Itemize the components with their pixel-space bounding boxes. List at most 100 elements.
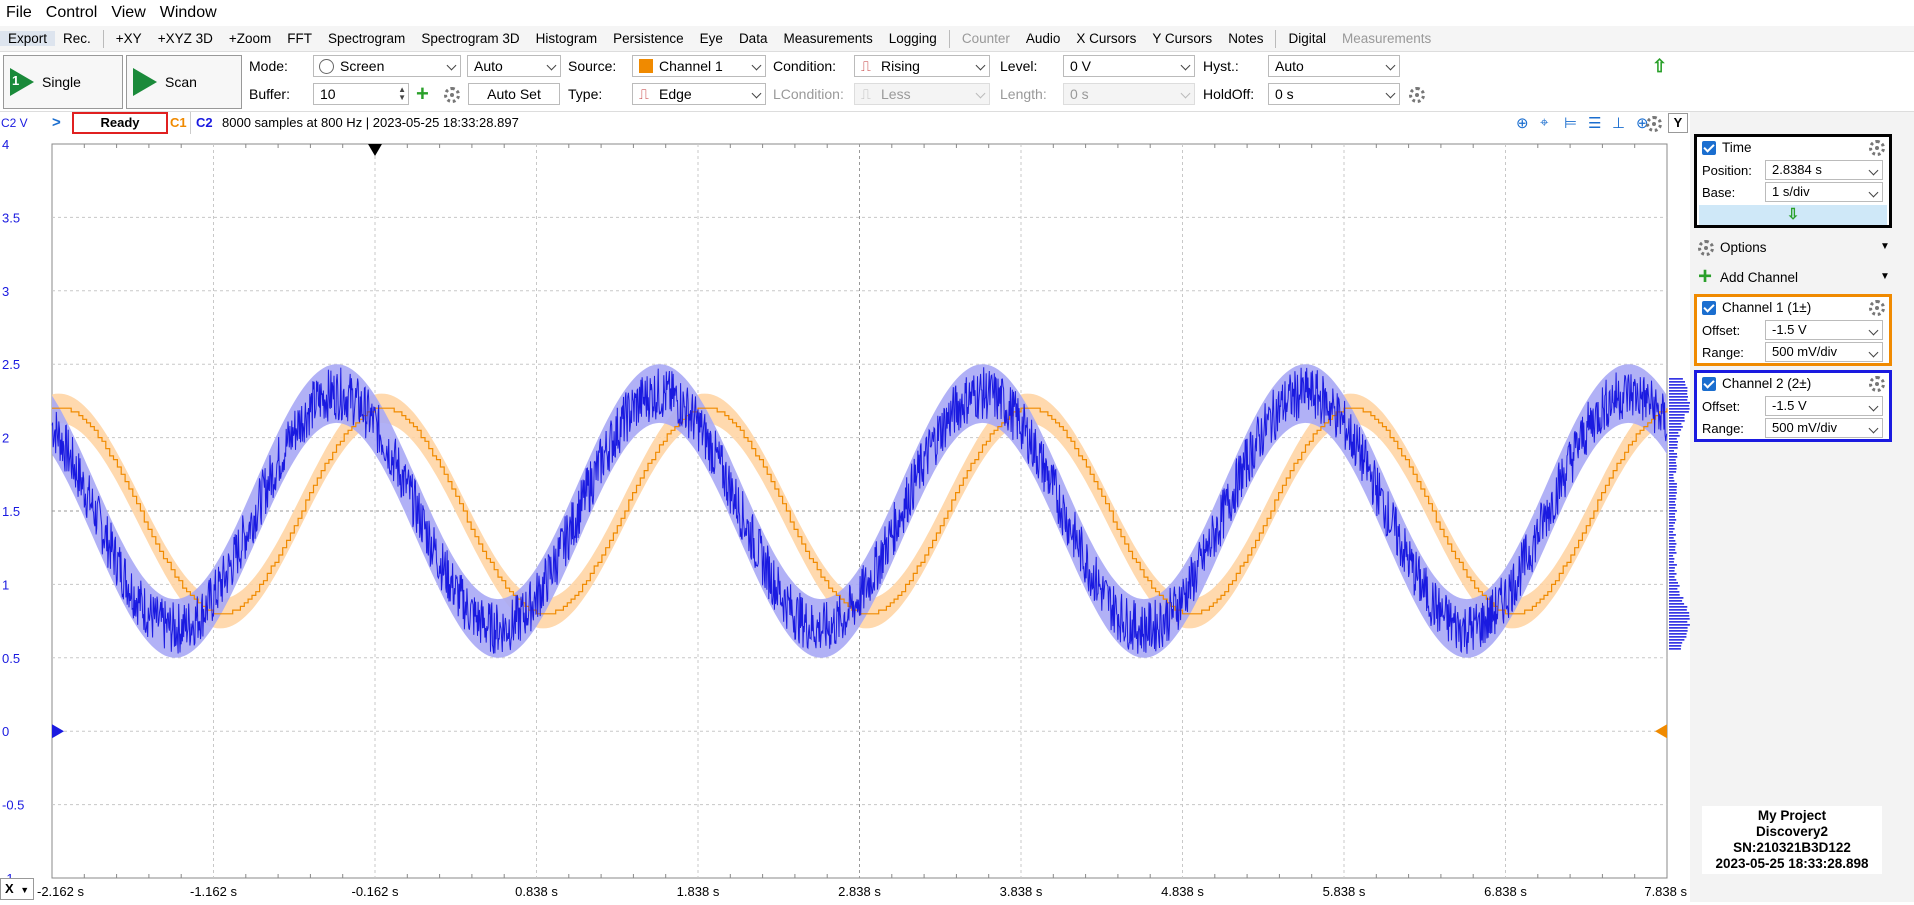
- holdoff-select[interactable]: 0 s: [1268, 83, 1400, 105]
- align-icon[interactable]: ⊨: [1564, 115, 1578, 132]
- options-row[interactable]: Options ▼: [1694, 236, 1892, 260]
- y-axis-button[interactable]: Y: [1668, 113, 1688, 133]
- hyst-select[interactable]: Auto: [1268, 55, 1400, 77]
- scope-plot[interactable]: 43.532.521.510.50-0.5-1 -2.162 s-1.162 s…: [0, 134, 1691, 902]
- plot-traces: [51, 364, 1668, 658]
- length-label: Length:: [1000, 86, 1047, 102]
- channel1-range-select[interactable]: 500 mV/div: [1765, 342, 1883, 362]
- x-tick-label: 2.838 s: [838, 884, 881, 899]
- position-select[interactable]: 2.8384 s: [1765, 160, 1883, 180]
- channel1-offset-select[interactable]: -1.5 V: [1765, 320, 1883, 340]
- add-channel-button[interactable]: + Add Channel ▼: [1694, 263, 1892, 290]
- tab-data[interactable]: Data: [738, 31, 768, 46]
- condition-select[interactable]: ⎍ Rising: [854, 55, 990, 77]
- tab-eye[interactable]: Eye: [699, 31, 723, 46]
- y-tick-label: 0.5: [2, 651, 20, 666]
- x-tick-label: 3.838 s: [1000, 884, 1043, 899]
- tab-logging[interactable]: Logging: [888, 31, 937, 46]
- time-collapse-button[interactable]: ⇩: [1699, 205, 1887, 225]
- level-select[interactable]: 0 V: [1063, 55, 1195, 77]
- tab-measurements[interactable]: Measurements: [783, 31, 873, 46]
- channel2-offset-select[interactable]: -1.5 V: [1765, 396, 1883, 416]
- mode-select[interactable]: Screen: [313, 55, 461, 77]
- auto-select[interactable]: Auto: [467, 55, 561, 77]
- channel2-settings-gear-icon[interactable]: [1869, 376, 1885, 392]
- tab-histogram[interactable]: Histogram: [535, 31, 598, 46]
- channel1-checkbox[interactable]: [1702, 301, 1716, 315]
- y-tick-label: 1.5: [2, 504, 20, 519]
- menu-control[interactable]: Control: [45, 4, 98, 21]
- add-buffer-icon[interactable]: +: [416, 81, 429, 106]
- tab-digital[interactable]: Digital: [1288, 31, 1326, 46]
- tab-spectrogram[interactable]: Spectrogram: [328, 31, 406, 46]
- scan-button[interactable]: Scan: [126, 55, 242, 109]
- add-channel-plus-icon: +: [1698, 263, 1713, 290]
- single-button[interactable]: 1 Single: [3, 55, 123, 109]
- c2-toggle[interactable]: C2: [196, 115, 213, 130]
- tab-export[interactable]: Export: [0, 31, 56, 46]
- y-tick-label: -0.5: [2, 798, 24, 813]
- x-axis-button[interactable]: X ▼: [0, 878, 34, 900]
- menu-window[interactable]: Window: [159, 4, 217, 21]
- cursor-icon[interactable]: ⌖: [1540, 114, 1549, 131]
- tab-spectrogram-3d[interactable]: Spectrogram 3D: [421, 31, 520, 46]
- channel2-title: Channel 2 (2±): [1722, 376, 1812, 391]
- trigger-settings-gear-icon[interactable]: [1409, 87, 1425, 103]
- tab-xyz-3d[interactable]: +XYZ 3D: [157, 31, 213, 46]
- zoom-icon[interactable]: ⊕: [1516, 115, 1529, 132]
- plot-markers: [52, 144, 1691, 739]
- buffer-input[interactable]: 10 ▲ ▼: [313, 83, 409, 105]
- buffer-value: 10: [320, 86, 336, 102]
- scope-plot-svg[interactable]: 43.532.521.510.50-0.5-1 -2.162 s-1.162 s…: [0, 134, 1691, 902]
- x-tick-label: -2.162 s: [37, 884, 84, 899]
- type-select[interactable]: ⎍ Edge: [632, 83, 766, 105]
- time-settings-gear-icon[interactable]: [1869, 140, 1885, 156]
- tab-measurements[interactable]: Measurements: [1341, 31, 1432, 46]
- tab-counter[interactable]: Counter: [961, 31, 1010, 46]
- scan-label: Scan: [165, 74, 197, 90]
- tab-rec[interactable]: Rec.: [63, 31, 91, 46]
- auto-set-button[interactable]: Auto Set: [468, 83, 560, 105]
- lcondition-select[interactable]: ⎍ Less: [854, 83, 990, 105]
- channel2-checkbox[interactable]: [1702, 377, 1716, 391]
- c2-histogram: [1669, 378, 1691, 650]
- length-select[interactable]: 0 s: [1063, 83, 1195, 105]
- base-select[interactable]: 1 s/div: [1765, 182, 1883, 202]
- tab-fft[interactable]: FFT: [287, 31, 313, 46]
- channel1-color-swatch: [639, 59, 653, 73]
- buffer-stepper-icon[interactable]: ▲ ▼: [398, 85, 406, 102]
- lcondition-value: Less: [881, 86, 911, 102]
- device-serial: SN:210321B3D122: [1733, 840, 1851, 855]
- tab-notes[interactable]: Notes: [1228, 31, 1264, 46]
- tab-x-cursors[interactable]: X Cursors: [1076, 31, 1137, 46]
- source-select[interactable]: Channel 1: [632, 55, 766, 77]
- c1-toggle[interactable]: C1: [170, 115, 187, 130]
- level-label: Level:: [1000, 58, 1038, 74]
- base-value: 1 s/div: [1772, 184, 1810, 199]
- list-icon[interactable]: ☰: [1588, 115, 1602, 132]
- channel2-offset-value: -1.5 V: [1772, 398, 1807, 413]
- tab-xy[interactable]: +XY: [115, 31, 142, 46]
- tab-audio[interactable]: Audio: [1025, 31, 1061, 46]
- channel1-title: Channel 1 (1±): [1722, 300, 1812, 315]
- tab-persistence[interactable]: Persistence: [613, 31, 684, 46]
- options-gear-icon: [1698, 240, 1714, 256]
- acquisition-info: 8000 samples at 800 Hz | 2023-05-25 18:3…: [222, 115, 519, 130]
- expand-arrow-icon[interactable]: >: [52, 114, 61, 131]
- menu-view[interactable]: View: [111, 4, 146, 21]
- options-dropdown-icon: ▼: [1880, 241, 1890, 252]
- measure-icon[interactable]: ⊥: [1612, 115, 1626, 132]
- collapse-arrow-up-icon[interactable]: ⇧: [1652, 56, 1668, 76]
- channel2-range-select[interactable]: 500 mV/div: [1765, 418, 1883, 438]
- menu-file[interactable]: File: [6, 4, 32, 21]
- tab-zoom[interactable]: +Zoom: [228, 31, 272, 46]
- tab-y-cursors[interactable]: Y Cursors: [1152, 31, 1213, 46]
- magnify-icon[interactable]: ⊕: [1636, 115, 1649, 132]
- channel1-settings-gear-icon[interactable]: [1869, 300, 1885, 316]
- plot-settings-gear-icon[interactable]: [1646, 116, 1662, 132]
- c2-trace: [51, 367, 1668, 654]
- condition-value: Rising: [881, 58, 920, 74]
- time-checkbox[interactable]: [1702, 141, 1716, 155]
- channel1-offset-value: -1.5 V: [1772, 322, 1807, 337]
- buffer-settings-gear-icon[interactable]: [444, 87, 460, 103]
